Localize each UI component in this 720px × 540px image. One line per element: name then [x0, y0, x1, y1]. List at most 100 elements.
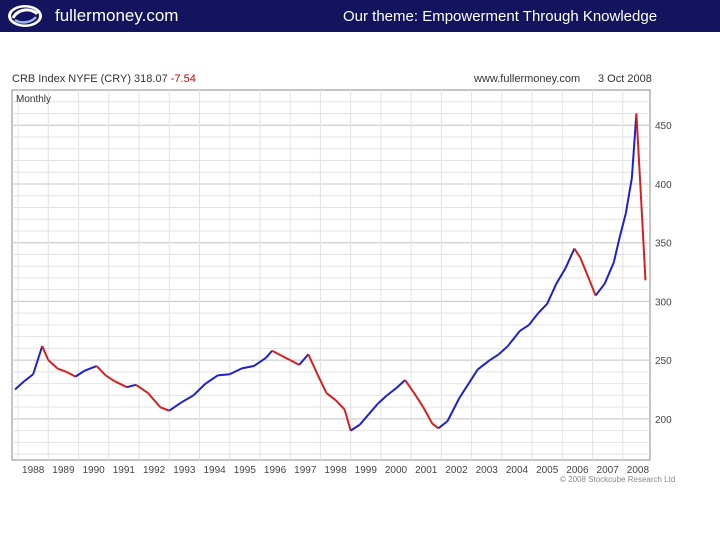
- price-segment: [630, 113, 638, 179]
- chart-site: www.fullermoney.com: [474, 73, 581, 85]
- price-segment: [114, 380, 128, 389]
- price-segment: [635, 113, 642, 196]
- price-segment: [528, 312, 539, 326]
- price-segment: [431, 422, 439, 430]
- price-segment: [280, 354, 291, 362]
- price-segment: [546, 283, 558, 305]
- price-segment: [253, 356, 267, 367]
- price-segment: [358, 413, 370, 426]
- chart-svg: 200 250 300 350 400 450 1988 1989 1990 1991 1992 19…: [11, 89, 672, 476]
- price-segment: [386, 387, 397, 397]
- price-segment: [159, 406, 170, 412]
- x-tick-label: 1999: [355, 465, 378, 476]
- price-segment: [47, 359, 59, 370]
- y-tick-label: 400: [655, 180, 672, 191]
- x-tick-label: 2002: [445, 465, 468, 476]
- site-name[interactable]: fullermoney.com: [55, 6, 179, 25]
- price-segment: [32, 345, 44, 375]
- price-segment: [84, 365, 98, 372]
- y-tick-label: 350: [655, 239, 672, 250]
- y-tick-label: 450: [655, 121, 672, 132]
- x-tick-label: 1990: [83, 465, 106, 476]
- x-tick-label: 1993: [173, 465, 196, 476]
- price-segment: [594, 283, 606, 297]
- price-segment: [180, 394, 194, 404]
- chart-change: -7.54: [170, 73, 196, 85]
- price-segment: [467, 369, 479, 385]
- chart-title: CRB Index NYFE (CRY) 318.07 -7.54: [12, 73, 196, 85]
- price-segment: [271, 349, 282, 357]
- price-segment: [217, 373, 230, 377]
- x-tick-label: 1989: [52, 465, 75, 476]
- price-segment: [241, 365, 255, 370]
- chart-period: Monthly: [16, 94, 52, 105]
- price-segment: [350, 423, 361, 432]
- x-tick-label: 2008: [627, 465, 650, 476]
- price-segment: [105, 374, 116, 383]
- y-tick-label: 250: [655, 356, 672, 367]
- x-tick-label: 1988: [22, 465, 45, 476]
- top-banner: fullermoney.com Our theme: Empowerment T…: [0, 0, 720, 32]
- x-tick-label: 1994: [203, 465, 226, 476]
- price-segment: [603, 262, 615, 285]
- price-segment: [147, 392, 161, 408]
- price-segment: [192, 382, 207, 397]
- price-segment: [395, 379, 406, 390]
- price-segment: [489, 353, 500, 361]
- price-segment: [204, 374, 219, 385]
- x-tick-label: 2003: [476, 465, 499, 476]
- site-theme: Our theme: Empowerment Through Knowledge: [343, 8, 658, 25]
- price-segment: [95, 365, 107, 377]
- x-tick-label: 2001: [415, 465, 438, 476]
- price-segment: [624, 177, 633, 214]
- price-segment: [14, 380, 25, 391]
- price-segment: [74, 369, 86, 378]
- price-segment: [437, 420, 449, 430]
- price-segment: [229, 367, 243, 376]
- price-segment: [316, 373, 328, 394]
- price-segment: [298, 353, 310, 366]
- x-tick-label: 1992: [143, 465, 166, 476]
- price-segment: [519, 324, 530, 332]
- price-segment: [289, 359, 300, 366]
- x-tick-label: 1995: [234, 465, 257, 476]
- price-segment: [446, 397, 461, 422]
- price-segment: [588, 279, 597, 296]
- y-tick-label: 300: [655, 297, 672, 308]
- price-segment: [555, 268, 567, 285]
- price-segment: [41, 345, 50, 361]
- x-tick-label: 1997: [294, 465, 317, 476]
- price-segment: [334, 399, 346, 411]
- x-tick-label: 2000: [385, 465, 408, 476]
- x-tick-label: 2006: [566, 465, 589, 476]
- price-segment: [377, 394, 388, 405]
- price-segment: [307, 353, 319, 375]
- x-tick-label: 2005: [536, 465, 559, 476]
- price-segment: [507, 330, 521, 347]
- copyright: © 2008 Stockcube Research Ltd: [560, 475, 676, 484]
- chart-date: 3 Oct 2008: [598, 73, 652, 85]
- price-segment: [618, 213, 627, 238]
- chart-title-text: CRB Index NYFE (CRY) 318.07: [12, 73, 168, 85]
- price-segment: [23, 373, 34, 383]
- price-segment: [404, 379, 415, 394]
- price-segment: [368, 402, 379, 415]
- price-segment: [537, 303, 548, 314]
- x-tick-label: 2007: [597, 465, 620, 476]
- price-segment: [135, 383, 149, 394]
- price-segment: [573, 248, 582, 259]
- swirl-logo-icon: [8, 5, 42, 27]
- price-segment: [126, 383, 137, 389]
- chart: 200 250 300 350 400 450 1988 1989 1990 1991 1992 19…: [8, 70, 676, 490]
- price-segment: [56, 367, 67, 373]
- price-segment: [168, 401, 182, 412]
- price-segment: [65, 371, 76, 378]
- x-tick-label: 1996: [264, 465, 287, 476]
- price-segment: [579, 257, 591, 281]
- price-segment: [343, 409, 352, 431]
- price-segment: [265, 350, 273, 359]
- price-segment: [564, 248, 576, 269]
- plot-area: [11, 89, 651, 461]
- price-segment: [639, 195, 647, 281]
- price-segment: [413, 392, 425, 408]
